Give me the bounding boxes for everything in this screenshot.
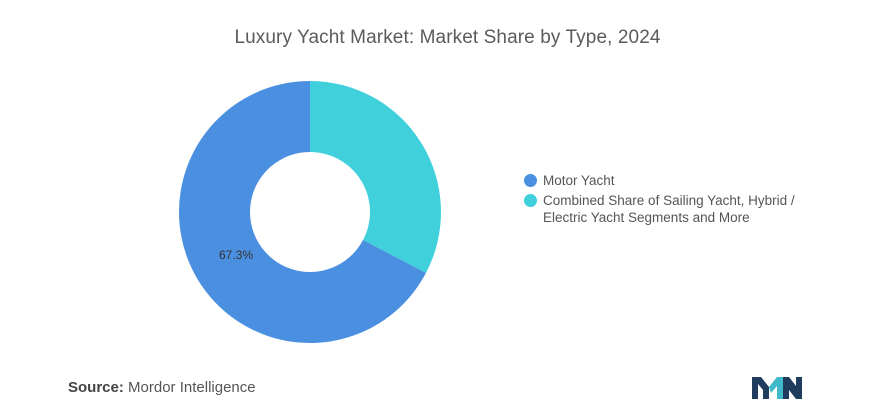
legend-label-2: Combined Share of Sailing Yacht, Hybrid … (543, 193, 795, 225)
chart-title: Luxury Yacht Market: Market Share by Typ… (234, 27, 661, 48)
mordor-intelligence-logo-icon (752, 377, 802, 399)
donut-chart: 67.3% (170, 72, 450, 352)
donut-chart-svg: 67.3% (179, 81, 441, 343)
legend-swatch-2 (524, 194, 537, 207)
pie-slice-2 (310, 81, 441, 273)
legend-item-2: Combined Share of Sailing Yacht, Hybrid … (524, 192, 824, 226)
source-label: Source: (68, 379, 124, 396)
legend-label-1: Motor Yacht (543, 173, 615, 188)
legend-swatch-1 (524, 174, 537, 187)
source-note: Source: Mordor Intelligence (68, 379, 256, 396)
slice-label-1: 67.3% (219, 248, 253, 262)
chart-legend: Motor Yacht Combined Share of Sailing Yac… (524, 172, 824, 229)
pie-slice-1 (179, 81, 426, 343)
legend-item-1: Motor Yacht (524, 172, 824, 189)
source-text: Mordor Intelligence (128, 379, 256, 396)
